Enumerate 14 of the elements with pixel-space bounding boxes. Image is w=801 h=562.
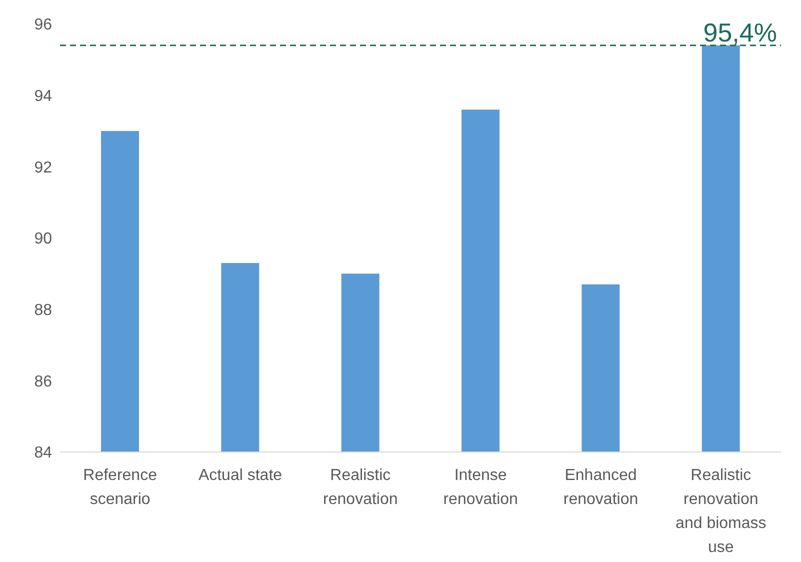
x-tick-label: Realistic renovation <box>323 467 398 508</box>
y-tick-label: 94 <box>34 88 52 106</box>
x-tick-label: Reference scenario <box>83 467 158 508</box>
x-tick-label: Intense renovation <box>443 467 518 508</box>
y-tick-label: 84 <box>34 444 52 462</box>
ref-line-label: 95,4% <box>703 17 777 48</box>
y-tick-label: 88 <box>34 302 52 320</box>
y-tick-label: 92 <box>34 159 52 176</box>
x-tick-label: Enhanced renovation <box>563 467 638 508</box>
y-tick-label: 90 <box>34 230 52 248</box>
x-tick-label: Realistic renovation and biomass use <box>676 467 766 556</box>
x-tick-label: Actual state <box>198 467 282 484</box>
y-tick-label: 96 <box>34 16 52 34</box>
y-tick-label: 86 <box>34 373 52 390</box>
